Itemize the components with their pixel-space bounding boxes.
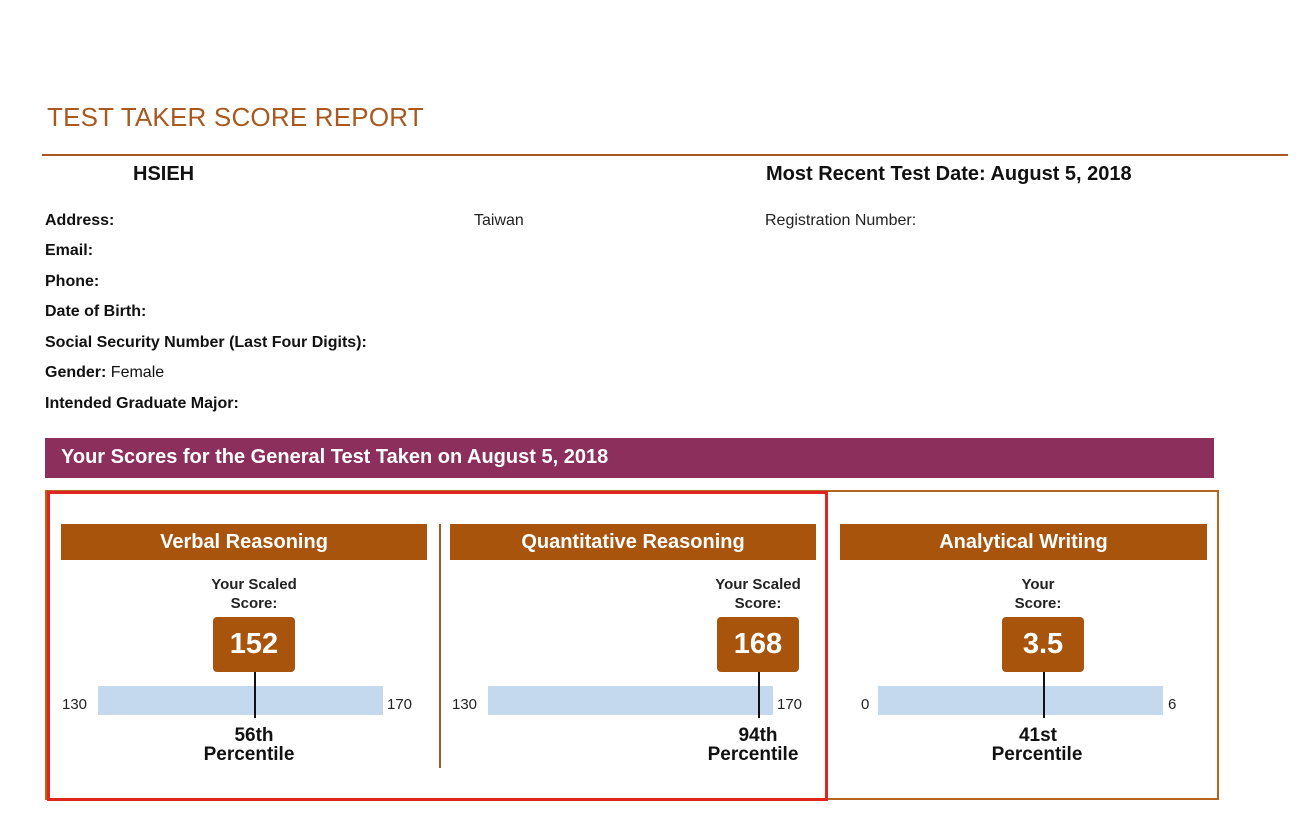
section-divider bbox=[439, 524, 441, 768]
verbal-score-box: 152 bbox=[213, 617, 295, 672]
verbal-score-bar bbox=[98, 686, 383, 715]
most-recent-test-date: Most Recent Test Date: August 5, 2018 bbox=[766, 163, 1132, 185]
phone-label: Phone: bbox=[45, 273, 100, 290]
report-title: TEST TAKER SCORE REPORT bbox=[47, 102, 424, 132]
verbal-scaled-label-line1: Your Scaled bbox=[211, 576, 297, 593]
date-of-birth-label: Date of Birth: bbox=[45, 303, 147, 320]
quant-score-box: 168 bbox=[717, 617, 799, 672]
verbal-percentile-label: Percentile bbox=[203, 744, 295, 765]
writing-score-pointer bbox=[1043, 672, 1046, 718]
scores-banner: Your Scores for the General Test Taken o… bbox=[45, 438, 1214, 478]
writing-score-box: 3.5 bbox=[1002, 617, 1084, 672]
verbal-score-pointer bbox=[253, 672, 256, 718]
analytical-writing-header: Analytical Writing bbox=[840, 524, 1207, 560]
quant-percentile-label: Percentile bbox=[707, 744, 799, 765]
verbal-scale-max: 170 bbox=[387, 696, 413, 713]
quant-score-pointer bbox=[757, 672, 760, 718]
writing-scale-max: 6 bbox=[1168, 696, 1177, 713]
writing-score-label-line2: Score: bbox=[1014, 595, 1062, 612]
quant-scaled-score-label: Your Scaled Score: bbox=[688, 575, 828, 613]
quant-scale-min: 130 bbox=[452, 696, 478, 713]
email-label: Email: bbox=[45, 242, 94, 259]
ssn-label: Social Security Number (Last Four Digits… bbox=[45, 334, 367, 351]
gender-row: Gender: Female bbox=[45, 364, 164, 382]
gender-value: Female bbox=[110, 364, 165, 381]
registration-number-label: Registration Number: bbox=[765, 212, 917, 229]
verbal-scaled-score-label: Your Scaled Score: bbox=[184, 575, 324, 613]
verbal-scaled-label-line2: Score: bbox=[230, 595, 278, 612]
address-label: Address: bbox=[45, 212, 115, 229]
scores-banner-text: Your Scores for the General Test Taken o… bbox=[61, 446, 609, 468]
highlight-box bbox=[47, 491, 828, 801]
address-value: Taiwan bbox=[474, 212, 524, 229]
gender-label: Gender: bbox=[45, 364, 107, 381]
verbal-reasoning-header: Verbal Reasoning bbox=[61, 524, 427, 560]
quantitative-reasoning-header: Quantitative Reasoning bbox=[450, 524, 816, 560]
verbal-percentile-value: 56th bbox=[234, 725, 274, 746]
quant-percentile-value: 94th bbox=[738, 725, 778, 746]
quant-scaled-label-line1: Your Scaled bbox=[715, 576, 801, 593]
writing-percentile-value: 41st bbox=[1018, 725, 1058, 746]
quant-scale-max: 170 bbox=[777, 696, 803, 713]
writing-score-bar bbox=[878, 686, 1163, 715]
intended-major-label: Intended Graduate Major: bbox=[45, 395, 239, 412]
writing-score-label: Your Score: bbox=[968, 575, 1108, 613]
test-taker-name: HSIEH bbox=[133, 163, 195, 185]
writing-percentile-label: Percentile bbox=[991, 744, 1083, 765]
verbal-scale-min: 130 bbox=[62, 696, 88, 713]
title-divider bbox=[42, 154, 1288, 156]
writing-scale-min: 0 bbox=[861, 696, 870, 713]
writing-score-label-line1: Your bbox=[1021, 576, 1055, 593]
quant-score-bar bbox=[488, 686, 773, 715]
quant-scaled-label-line2: Score: bbox=[734, 595, 782, 612]
